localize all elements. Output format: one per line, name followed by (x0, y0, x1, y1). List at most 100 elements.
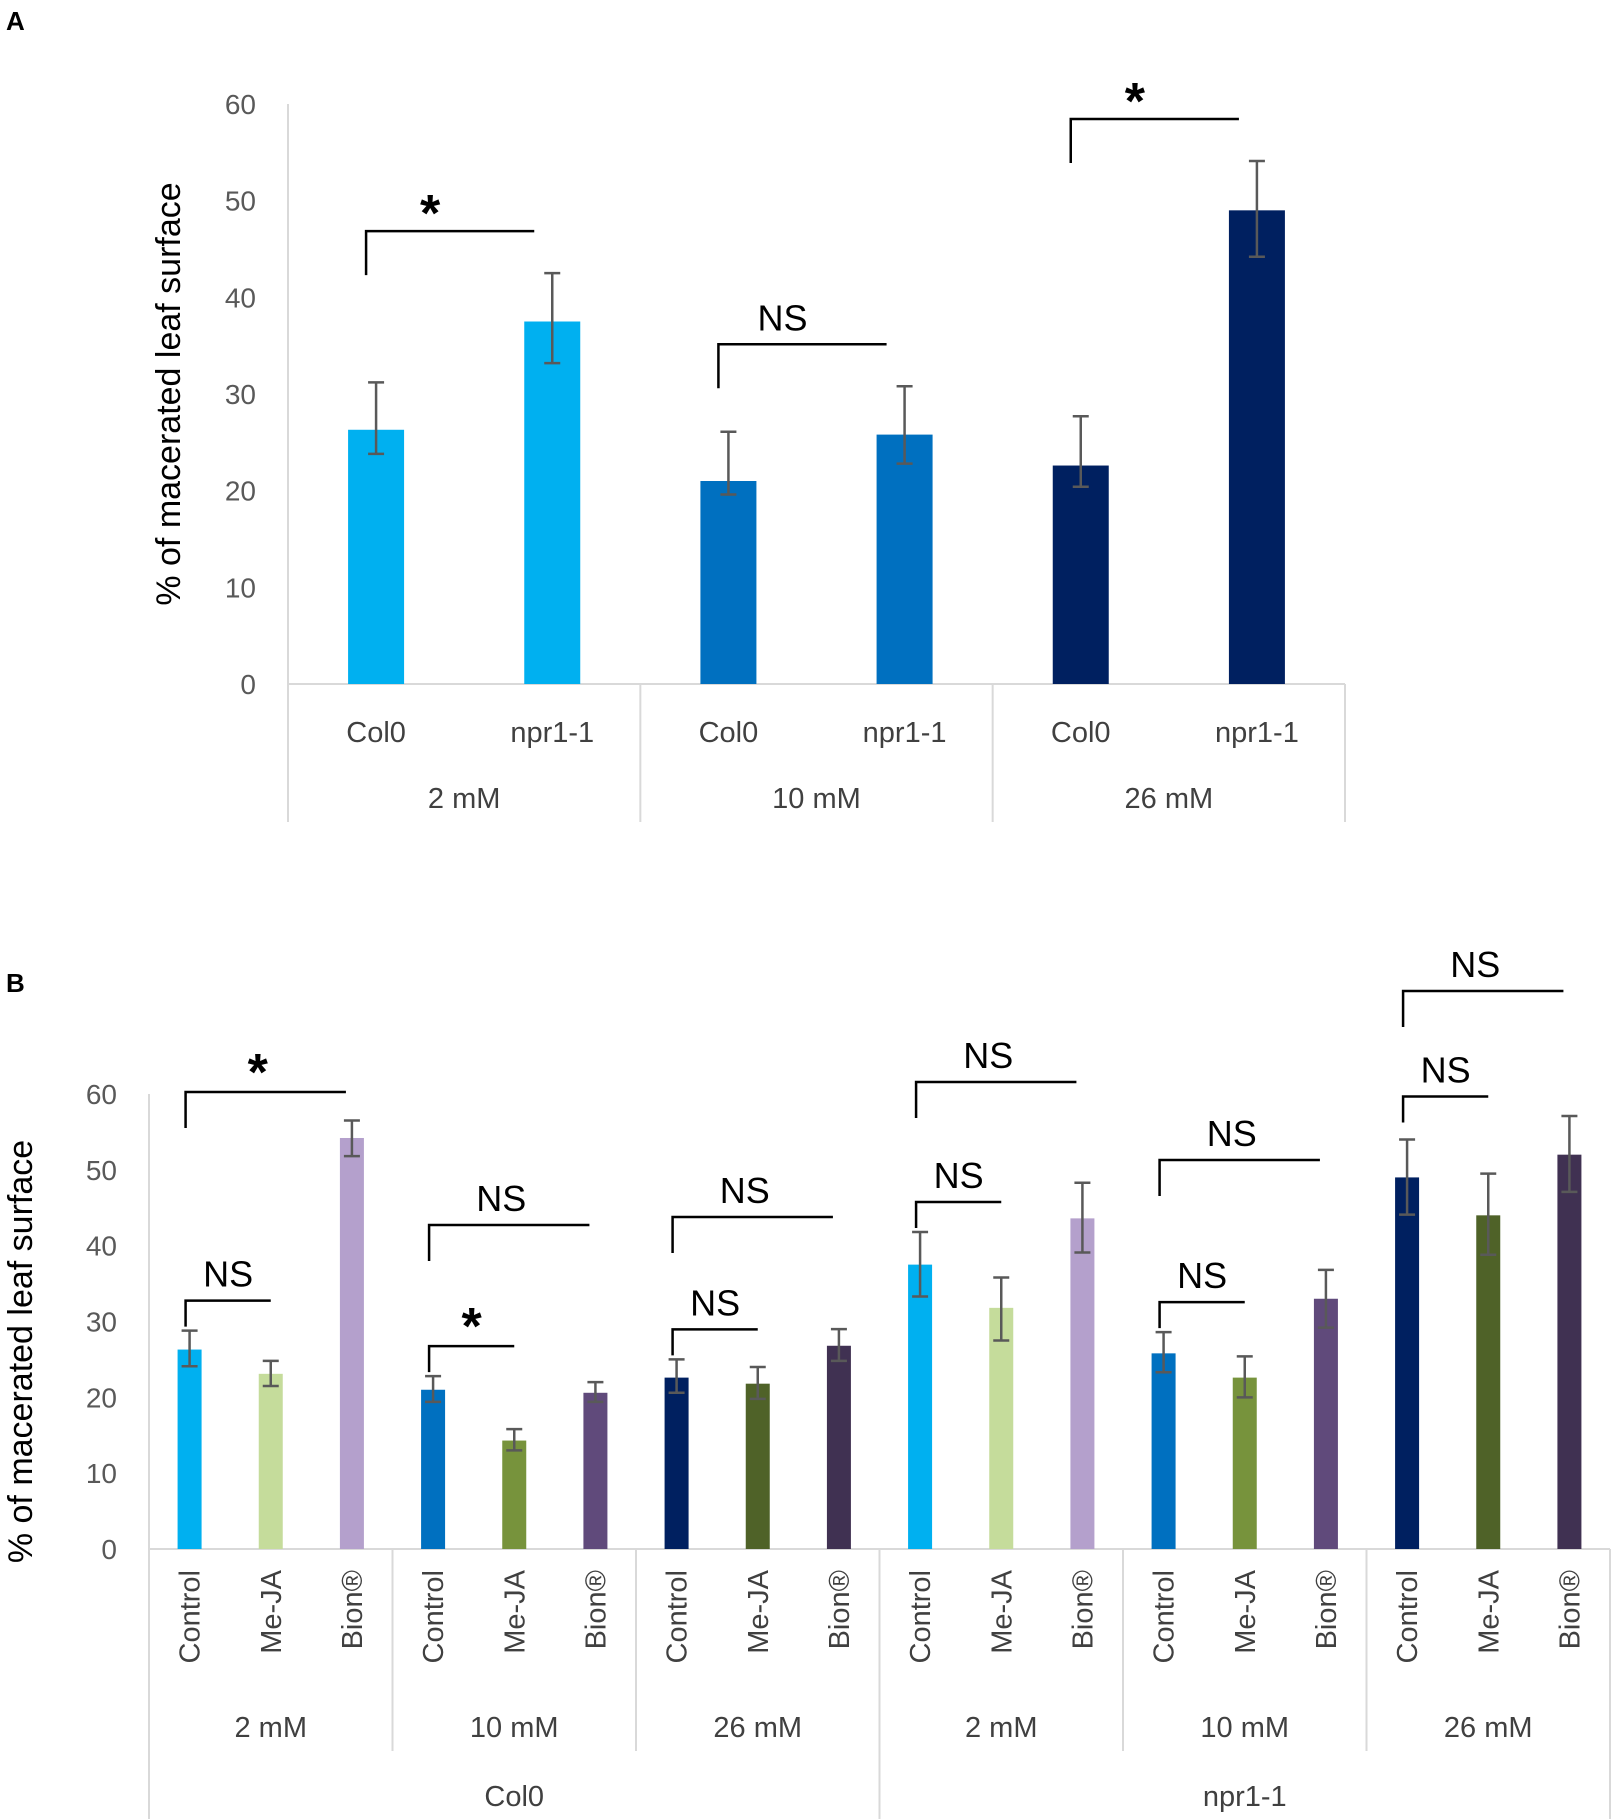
b-bar (826, 1345, 851, 1549)
b-genotype-label: Col0 (484, 1781, 544, 1813)
b-significance-bracket (184, 1090, 346, 1128)
b-bar (989, 1307, 1014, 1549)
a-y-tick-label: 40 (225, 282, 256, 313)
b-group-label: 26 mM (713, 1712, 802, 1744)
b-y-tick-label: 50 (86, 1155, 117, 1186)
b-bar-label: Bion® (824, 1570, 856, 1649)
b-significance-bracket (671, 1328, 758, 1356)
b-bar (1557, 1154, 1582, 1549)
b-bar (1476, 1215, 1501, 1549)
b-significance-label: NS (476, 1178, 526, 1219)
b-bar (421, 1389, 446, 1549)
b-bar (1232, 1377, 1257, 1549)
b-bar (339, 1137, 364, 1549)
b-bar (745, 1383, 770, 1549)
b-significance-bracket (1158, 1300, 1245, 1329)
b-significance-bracket (914, 1200, 1002, 1229)
b-significance-label: NS (1450, 944, 1500, 985)
b-bar-label: Bion® (1311, 1570, 1343, 1649)
a-bar (348, 429, 405, 684)
b-genotype-label: npr1-1 (1203, 1781, 1287, 1813)
b-group-label: 26 mM (1444, 1712, 1533, 1744)
b-significance-bracket (1401, 989, 1564, 1027)
b-significance-label: NS (1177, 1255, 1227, 1296)
a-group-label: 10 mM (772, 783, 861, 815)
b-significance-label: NS (1207, 1113, 1257, 1154)
b-bar-label: Control (418, 1570, 450, 1664)
b-significance-label: * (248, 1044, 269, 1102)
a-significance-bracket (1069, 117, 1239, 164)
a-significance-bracket (717, 343, 887, 389)
a-bar-label: npr1-1 (510, 717, 594, 749)
b-bar (258, 1373, 283, 1549)
b-y-axis-title: % of macerated leaf surface (2, 1140, 40, 1563)
b-significance-bracket (184, 1299, 271, 1327)
a-y-axis-title: % of macerated leaf surface (150, 182, 188, 605)
b-bar (1395, 1177, 1420, 1549)
a-y-tick-label: 50 (225, 186, 256, 217)
panel-a-label: A (6, 6, 25, 36)
b-significance-bracket (1158, 1158, 1320, 1196)
b-bar (177, 1349, 202, 1549)
b-bar (1070, 1218, 1095, 1549)
a-group-label: 26 mM (1125, 783, 1214, 815)
b-significance-label: NS (934, 1155, 984, 1196)
a-bar (700, 481, 757, 684)
b-bar-label: Control (1392, 1570, 1424, 1664)
a-significance-label: NS (757, 297, 807, 338)
a-significance-label: * (420, 185, 441, 243)
b-significance-label: NS (1421, 1050, 1471, 1091)
b-y-tick-label: 0 (101, 1534, 117, 1565)
b-bar (908, 1264, 933, 1549)
b-bar (1313, 1298, 1338, 1549)
b-significance-label: NS (963, 1035, 1013, 1076)
a-bar (1228, 210, 1285, 685)
a-y-tick-label: 30 (225, 379, 256, 410)
b-significance-label: NS (203, 1254, 253, 1295)
b-bar-label: Bion® (337, 1570, 369, 1649)
b-y-tick-label: 30 (86, 1307, 117, 1338)
a-group-label: 2 mM (428, 783, 501, 815)
b-group-label: 2 mM (235, 1712, 308, 1744)
b-bar-label: Me-JA (986, 1569, 1018, 1653)
b-significance-label: * (462, 1298, 483, 1356)
b-bar (1151, 1353, 1176, 1549)
a-bar-label: Col0 (699, 717, 759, 749)
a-y-tick-label: 10 (225, 572, 256, 603)
b-bar-label: Me-JA (1473, 1569, 1505, 1653)
b-bar-label: Bion® (1067, 1570, 1099, 1649)
b-significance-bracket (427, 1344, 515, 1373)
a-bar (524, 321, 581, 684)
a-significance-bracket (364, 229, 535, 276)
b-significance-bracket (914, 1080, 1077, 1118)
a-y-tick-label: 60 (225, 89, 256, 120)
b-significance-bracket (1401, 1095, 1489, 1123)
a-bar-label: Col0 (346, 717, 406, 749)
b-significance-label: NS (690, 1282, 740, 1323)
b-group-label: 10 mM (1200, 1712, 1289, 1744)
b-group-label: 10 mM (470, 1712, 559, 1744)
b-bar-label: Me-JA (256, 1569, 288, 1653)
a-significance-label: * (1125, 73, 1146, 131)
panel-b-label: B (6, 968, 25, 998)
b-bar-label: Me-JA (743, 1569, 775, 1653)
b-bar-label: Control (662, 1570, 694, 1664)
a-bar-label: Col0 (1051, 717, 1111, 749)
b-significance-bracket (427, 1223, 590, 1261)
b-significance-label: NS (720, 1170, 770, 1211)
b-bar (664, 1377, 689, 1549)
a-bar-label: npr1-1 (863, 717, 947, 749)
b-significance-bracket (671, 1215, 833, 1253)
b-y-tick-label: 10 (86, 1458, 117, 1489)
b-y-tick-label: 60 (86, 1079, 117, 1110)
a-y-tick-label: 20 (225, 476, 256, 507)
b-group-label: 2 mM (965, 1712, 1038, 1744)
b-bar-label: Control (175, 1570, 207, 1664)
b-bar-label: Me-JA (1230, 1569, 1262, 1653)
b-bar (583, 1392, 608, 1549)
a-bar (1052, 465, 1109, 684)
b-bar-label: Me-JA (499, 1569, 531, 1653)
b-y-tick-label: 20 (86, 1382, 117, 1413)
b-y-tick-label: 40 (86, 1231, 117, 1262)
